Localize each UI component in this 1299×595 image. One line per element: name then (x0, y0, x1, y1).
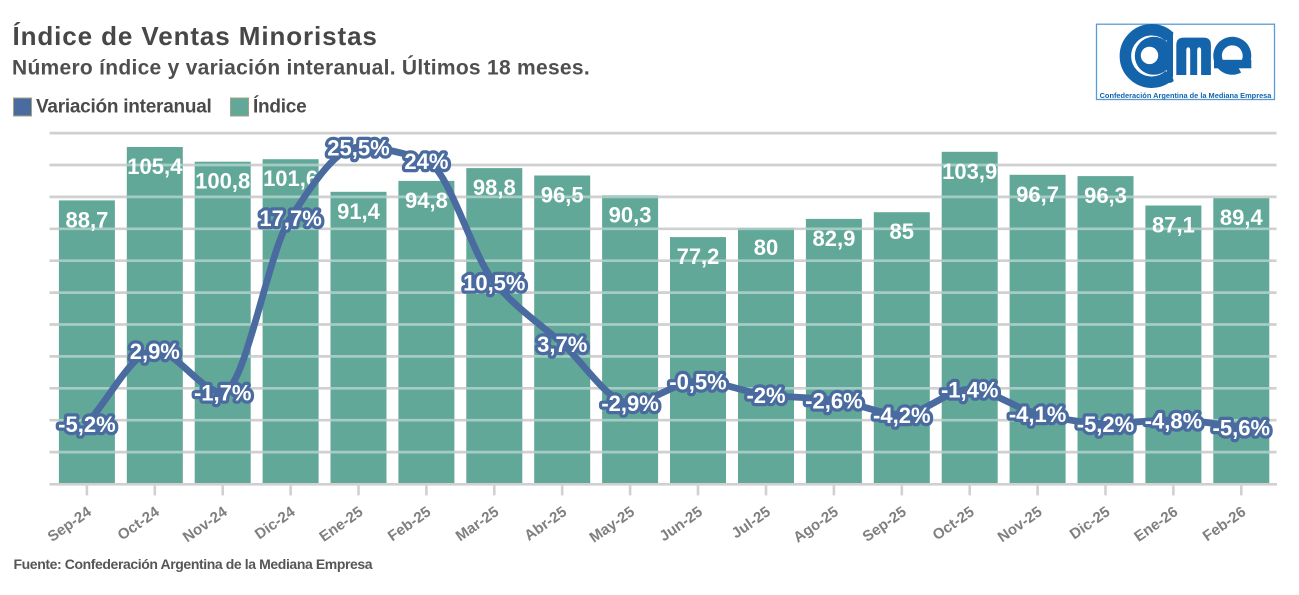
svg-text:Ene-26: Ene-26 (1131, 503, 1181, 545)
svg-text:Feb-25: Feb-25 (385, 503, 434, 545)
svg-text:89,4: 89,4 (1220, 205, 1264, 230)
svg-text:-4,8%: -4,8% (1145, 408, 1202, 433)
svg-text:105,4: 105,4 (127, 154, 183, 179)
svg-text:Índice de Ventas Minoristas: Índice de Ventas Minoristas (13, 21, 378, 51)
svg-text:Variación interanual: Variación interanual (36, 97, 212, 118)
svg-text:17,7%: 17,7% (259, 206, 321, 231)
svg-text:-4,2%: -4,2% (873, 403, 930, 428)
svg-text:Índice: Índice (253, 96, 306, 118)
svg-text:Ago-25: Ago-25 (790, 503, 841, 546)
svg-text:Fuente: Confederación Argentin: Fuente: Confederación Argentina de la Me… (14, 556, 373, 572)
svg-text:-4,1%: -4,1% (1009, 402, 1066, 427)
svg-text:77,2: 77,2 (677, 244, 720, 269)
svg-text:Abr-25: Abr-25 (521, 503, 570, 544)
svg-text:Dic-25: Dic-25 (1067, 503, 1114, 543)
svg-text:-1,7%: -1,7% (194, 380, 251, 405)
svg-text:91,4: 91,4 (337, 199, 381, 224)
svg-text:24%: 24% (404, 149, 448, 174)
svg-text:-5,2%: -5,2% (58, 412, 115, 437)
svg-text:Dic-24: Dic-24 (252, 503, 299, 543)
svg-text:80: 80 (754, 235, 778, 260)
svg-text:96,7: 96,7 (1016, 182, 1059, 207)
svg-text:-1,4%: -1,4% (941, 378, 998, 403)
svg-text:Jun-25: Jun-25 (656, 503, 705, 545)
svg-text:-5,2%: -5,2% (1077, 412, 1134, 437)
svg-text:Oct-24: Oct-24 (115, 503, 164, 544)
svg-text:-0,5%: -0,5% (669, 370, 726, 395)
svg-text:100,8: 100,8 (195, 169, 250, 194)
svg-text:-5,6%: -5,6% (1213, 416, 1270, 441)
svg-text:Jul-25: Jul-25 (729, 503, 774, 542)
svg-text:Feb-26: Feb-26 (1200, 503, 1249, 545)
svg-text:98,8: 98,8 (473, 175, 516, 200)
svg-text:-2,9%: -2,9% (601, 391, 658, 416)
svg-text:87,1: 87,1 (1152, 213, 1195, 238)
svg-text:Sep-24: Sep-24 (45, 503, 96, 546)
svg-text:3,7%: 3,7% (537, 332, 587, 357)
svg-text:-2,6%: -2,6% (805, 389, 862, 414)
svg-text:-2%: -2% (746, 383, 785, 408)
svg-text:Mar-25: Mar-25 (453, 503, 502, 545)
svg-text:96,3: 96,3 (1084, 183, 1127, 208)
svg-text:88,7: 88,7 (65, 207, 108, 232)
svg-text:Nov-24: Nov-24 (180, 503, 231, 546)
svg-text:May-25: May-25 (586, 503, 637, 546)
svg-text:Sep-25: Sep-25 (860, 503, 910, 545)
svg-text:Ene-25: Ene-25 (316, 503, 366, 545)
svg-text:25,5%: 25,5% (327, 136, 389, 161)
svg-text:82,9: 82,9 (812, 226, 855, 251)
svg-text:85: 85 (890, 219, 914, 244)
svg-text:90,3: 90,3 (609, 202, 652, 227)
svg-text:Confederación Argentina de la: Confederación Argentina de la Mediana Em… (1100, 91, 1273, 100)
svg-text:94,8: 94,8 (405, 188, 448, 213)
svg-text:10,5%: 10,5% (463, 271, 525, 296)
svg-text:Nov-25: Nov-25 (995, 503, 1046, 546)
svg-text:Oct-25: Oct-25 (929, 503, 977, 544)
svg-text:2,9%: 2,9% (130, 339, 180, 364)
svg-text:103,9: 103,9 (942, 159, 997, 184)
svg-text:Número índice y variación inte: Número índice y variación interanual. Úl… (12, 56, 590, 80)
svg-text:96,5: 96,5 (541, 183, 584, 208)
